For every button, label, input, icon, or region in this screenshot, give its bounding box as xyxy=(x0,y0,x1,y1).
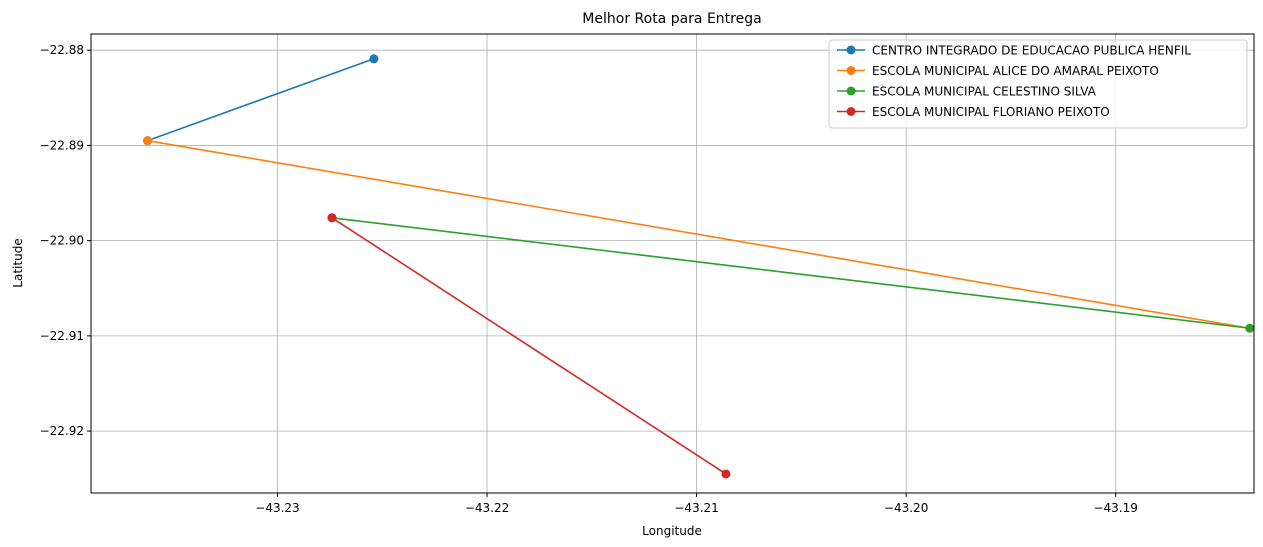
y-axis-ticks: −22.88 −22.89 −22.90 −22.91 −22.92 xyxy=(40,43,91,438)
legend-item: ESCOLA MUNICIPAL FLORIANO PEIXOTO xyxy=(837,105,1110,119)
data-point xyxy=(721,469,731,479)
series-line xyxy=(331,217,727,475)
legend-marker xyxy=(846,45,856,55)
data-point xyxy=(327,213,337,223)
y-tick-label: −22.88 xyxy=(40,43,84,57)
y-tick-label: −22.92 xyxy=(40,424,84,438)
legend-marker xyxy=(846,107,856,116)
x-axis-label: Longitude xyxy=(642,524,702,538)
series-3 xyxy=(327,213,731,479)
y-tick-label: −22.91 xyxy=(40,329,84,343)
x-axis-ticks: −43.23 −43.22 −43.21 −43.20 −43.19 xyxy=(255,493,1138,515)
y-tick-label: −22.89 xyxy=(40,138,84,152)
x-tick-label: −43.22 xyxy=(465,501,509,515)
series-line xyxy=(147,139,1250,330)
x-tick-label: −43.23 xyxy=(255,501,299,515)
series-lines xyxy=(143,54,1255,479)
legend-item: CENTRO INTEGRADO DE EDUCACAO PUBLICA HEN… xyxy=(837,44,1191,58)
series-line xyxy=(331,216,1250,330)
legend-label: ESCOLA MUNICIPAL FLORIANO PEIXOTO xyxy=(872,105,1110,119)
y-axis-label: Latitude xyxy=(11,238,25,287)
legend-label: CENTRO INTEGRADO DE EDUCACAO PUBLICA HEN… xyxy=(872,44,1191,58)
series-1 xyxy=(143,136,1255,333)
series-0 xyxy=(143,54,379,146)
grid xyxy=(91,34,1254,493)
data-point xyxy=(1245,323,1255,333)
chart-title: Melhor Rota para Entrega xyxy=(582,11,761,27)
data-point xyxy=(369,54,379,64)
legend: CENTRO INTEGRADO DE EDUCACAO PUBLICA HEN… xyxy=(828,39,1248,129)
x-tick-label: −43.20 xyxy=(884,501,928,515)
x-tick-label: −43.21 xyxy=(674,501,718,515)
data-point xyxy=(143,136,153,146)
legend-item: ESCOLA MUNICIPAL ALICE DO AMARAL PEIXOTO xyxy=(837,64,1159,78)
series-line xyxy=(147,58,375,142)
legend-marker xyxy=(846,66,856,75)
legend-box xyxy=(828,39,1248,129)
legend-label: ESCOLA MUNICIPAL ALICE DO AMARAL PEIXOTO xyxy=(872,64,1159,78)
series-2 xyxy=(327,213,1255,333)
legend-label: ESCOLA MUNICIPAL CELESTINO SILVA xyxy=(872,85,1097,99)
x-tick-label: −43.19 xyxy=(1093,501,1137,515)
y-tick-label: −22.90 xyxy=(40,234,84,248)
plot-frame xyxy=(90,33,1255,494)
legend-marker xyxy=(846,86,856,96)
legend-item: ESCOLA MUNICIPAL CELESTINO SILVA xyxy=(837,85,1097,99)
